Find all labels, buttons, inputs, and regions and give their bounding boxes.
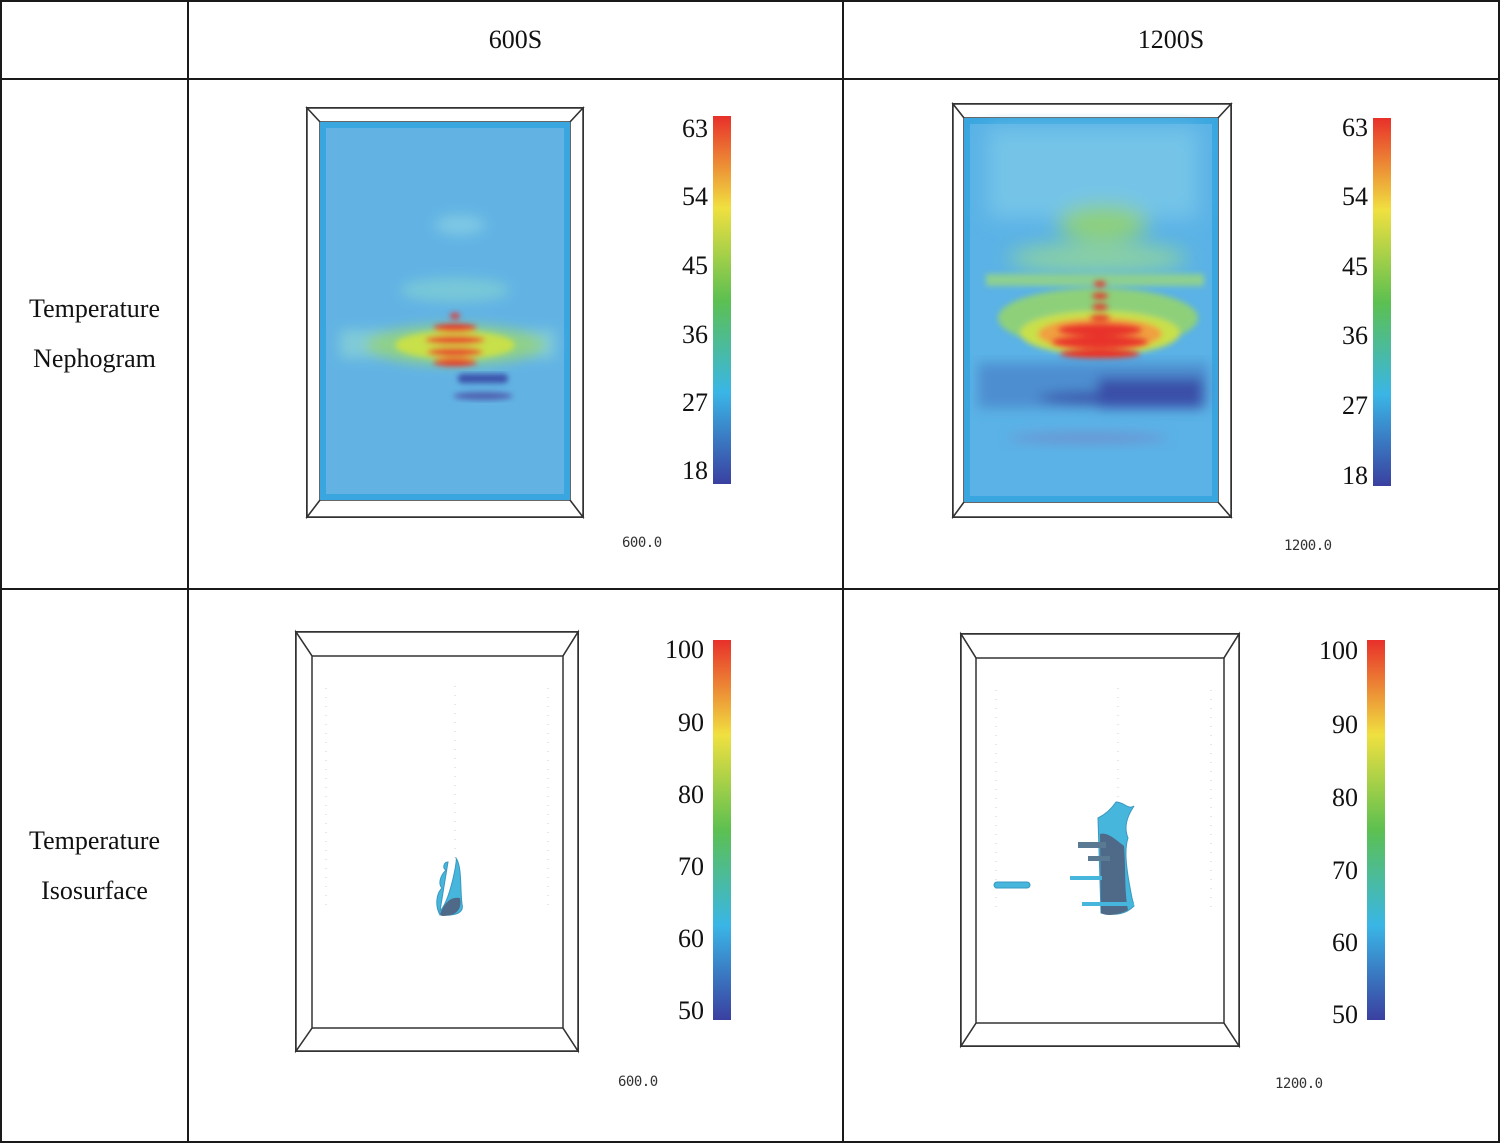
tick-label: 18: [682, 456, 708, 485]
nephogram-1200-render: [951, 101, 1233, 520]
colorbar-isosurface-600: [713, 640, 731, 1020]
colorbar-nephogram-600: [713, 116, 731, 484]
tick-label: 90: [678, 708, 704, 737]
row-label-nephogram: Temperature Nephogram: [0, 78, 189, 590]
tick-label: 54: [1342, 182, 1368, 211]
row-label-line: Isosurface: [41, 875, 148, 905]
header-1200s: 1200S: [842, 0, 1500, 80]
tick-label: 100: [1319, 636, 1358, 665]
tick-label: 18: [1342, 461, 1368, 490]
nephogram-600-render: [305, 106, 585, 520]
tick-label: 100: [665, 635, 704, 664]
tick-label: 36: [682, 320, 708, 349]
tick-label: 45: [682, 251, 708, 280]
tick-label: 90: [1332, 710, 1358, 739]
panel-isosurface-1200: [842, 588, 1500, 1143]
tick-label: 36: [1342, 321, 1368, 350]
colorbar-isosurface-1200: [1367, 640, 1385, 1020]
time-stamp: 1200.0: [1284, 538, 1332, 554]
colorbar-nephogram-1200: [1373, 118, 1391, 486]
tick-label: 70: [678, 852, 704, 881]
tick-label: 50: [1332, 1000, 1358, 1029]
tick-label: 80: [1332, 783, 1358, 812]
isosurface-1200-render: [959, 631, 1241, 1049]
tick-label: 70: [1332, 856, 1358, 885]
tick-label: 80: [678, 780, 704, 809]
row-label-line: Temperature: [29, 294, 160, 323]
tick-label: 60: [1332, 928, 1358, 957]
tick-label: 54: [682, 182, 708, 211]
row-label-line: Temperature: [29, 825, 160, 855]
tick-label: 27: [1342, 391, 1368, 420]
header-1200s-label: 1200S: [1137, 25, 1205, 54]
header-empty-cell: [0, 0, 189, 80]
tick-label: 45: [1342, 252, 1368, 281]
tick-label: 63: [1342, 113, 1368, 142]
tick-label: 60: [678, 924, 704, 953]
header-600s: 600S: [187, 0, 844, 80]
tick-label: 27: [682, 388, 708, 417]
row-label-line: Nephogram: [33, 344, 156, 373]
header-600s-label: 600S: [488, 25, 543, 54]
isosurface-600-render: [294, 629, 580, 1054]
time-stamp: 600.0: [622, 535, 662, 551]
tick-label: 50: [678, 996, 704, 1025]
row-label-isosurface: Temperature Isosurface: [0, 588, 189, 1143]
time-stamp: 1200.0: [1275, 1076, 1323, 1092]
time-stamp: 600.0: [618, 1074, 658, 1090]
tick-label: 63: [682, 114, 708, 143]
